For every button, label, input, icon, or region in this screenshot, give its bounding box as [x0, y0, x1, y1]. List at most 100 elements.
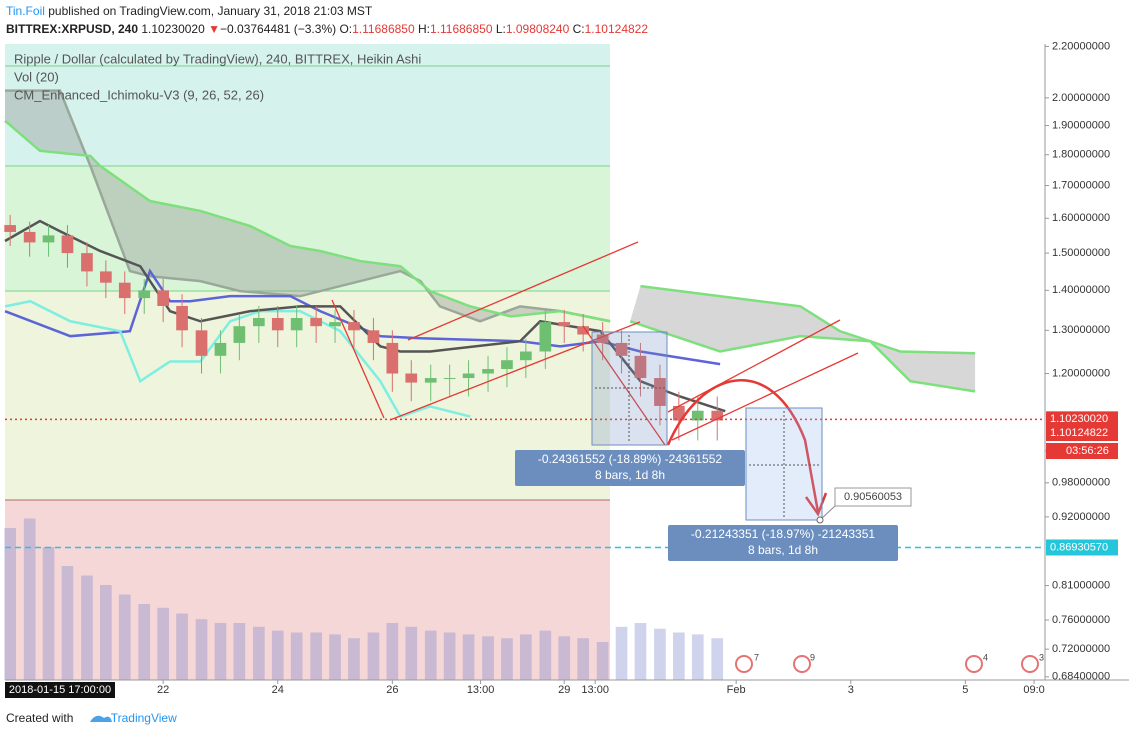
x-tick-label: 09:0: [1023, 684, 1044, 696]
volume-bar: [691, 634, 704, 680]
candle-body: [329, 322, 341, 327]
price-line-layer: [5, 418, 1045, 549]
y-tick-label: 1.30000000: [1052, 324, 1110, 336]
volume-bar: [386, 623, 399, 680]
candle-body: [23, 231, 36, 243]
volume-bar: [310, 632, 322, 680]
y-tick-label: 1.90000000: [1052, 119, 1110, 131]
volume-bar: [673, 632, 685, 680]
measure-text: -0.21243351 (-18.97%) -21243351: [691, 527, 875, 541]
price-label-box: [1046, 411, 1118, 428]
y-tick-label: 1.60000000: [1052, 212, 1110, 224]
volume-bar: [462, 634, 475, 680]
candle-body: [310, 318, 322, 327]
change: −0.03764481 (−3.3%): [220, 22, 337, 36]
last: 1.10230020: [141, 22, 205, 36]
volume-bar: [577, 638, 590, 680]
cursor-time-box: [5, 682, 115, 698]
open-label: O:: [339, 22, 353, 36]
cloud-upper: [640, 284, 976, 355]
y-tick-label: 1.70000000: [1052, 179, 1110, 191]
candle-body: [233, 326, 246, 343]
volume-bar: [424, 630, 437, 680]
y-tick-label: 0.98000000: [1052, 477, 1110, 489]
volume-bar: [558, 636, 571, 680]
candle-body: [271, 318, 284, 331]
legend-ichimoku: CM_Enhanced_Ichimoku-V3 (9, 26, 52, 26): [14, 87, 264, 102]
y-tick-label: 1.80000000: [1052, 149, 1110, 161]
volume-bar: [348, 638, 360, 680]
volume-bar: [520, 634, 532, 680]
candle-body: [118, 282, 131, 299]
x-tick-label: Feb: [727, 684, 746, 696]
zone: [5, 291, 610, 500]
volume-bar: [81, 575, 93, 680]
candle-body: [654, 378, 666, 406]
trend-drawings: [331, 241, 859, 517]
volume-bar: [539, 630, 552, 680]
y-tick-label: 0.76000000: [1052, 614, 1110, 626]
candle-body: [195, 330, 208, 356]
author[interactable]: Tin.Foil: [6, 4, 45, 18]
candle-body: [634, 355, 647, 379]
volume-bar: [329, 634, 341, 680]
volume-bar: [157, 607, 169, 680]
candle-body: [100, 271, 112, 283]
candle-body: [367, 330, 380, 343]
volume-bar: [252, 626, 265, 680]
low: 1.09808240: [505, 22, 570, 36]
candle-body: [405, 373, 418, 383]
y-tick-label: 0.81000000: [1052, 580, 1110, 592]
footer-created: Created with: [6, 711, 74, 725]
candle-body: [42, 235, 55, 243]
candle-body: [596, 334, 609, 343]
logo: [90, 715, 112, 722]
event-count[interactable]: 3: [1039, 652, 1044, 662]
measure-sub: 8 bars, 1d 8h: [748, 543, 818, 557]
event-count[interactable]: 7: [754, 652, 759, 662]
candle-body: [252, 318, 265, 327]
candle-body: [138, 290, 151, 299]
measure-text: -0.24361552 (-18.89%) -24361552: [538, 452, 722, 466]
volume-bar: [634, 623, 647, 680]
candle-body: [501, 360, 513, 370]
indicator-line: [4, 219, 726, 413]
candle-body: [424, 378, 437, 383]
event-count[interactable]: 9: [810, 652, 815, 662]
close-label: 1.10124822: [1050, 427, 1108, 439]
candle-body: [81, 253, 93, 272]
close-label: C:: [572, 22, 585, 36]
candle-body: [539, 322, 552, 352]
x-tick-label: 29: [558, 684, 570, 696]
volume-bar: [23, 518, 36, 680]
y-tick-label: 2.20000000: [1052, 40, 1110, 52]
indicator-line: [4, 299, 471, 419]
y-tick-label: 0.72000000: [1052, 643, 1110, 655]
volume-bar: [214, 623, 227, 680]
volume-bar: [176, 613, 188, 680]
volume-bar: [596, 642, 609, 680]
volume-bar: [501, 638, 513, 680]
volume-bar: [405, 626, 418, 680]
callout-text: 0.90560053: [844, 491, 902, 503]
x-tick-label: 3: [848, 684, 854, 696]
x-tick-label: 26: [386, 684, 398, 696]
y-tick-label: 1.40000000: [1052, 284, 1110, 296]
header-line-2: BITTREX:XRPUSD, 240 1.10230020 ▼−0.03764…: [6, 22, 648, 36]
footer: Created with TradingView: [6, 711, 177, 725]
event-count[interactable]: 4: [983, 652, 988, 662]
x-tick-label: 13:00: [467, 684, 495, 696]
candle-body: [482, 369, 494, 374]
x-tick-label: 5: [962, 684, 968, 696]
candle-body: [558, 322, 571, 327]
close-label-box: [1046, 425, 1118, 441]
volume-bar: [4, 528, 17, 680]
callout-dot: [816, 516, 824, 524]
candle-body: [673, 405, 685, 421]
header-line-1: Tin.Foil published on TradingView.com, J…: [6, 4, 372, 18]
footer-brand[interactable]: TradingView: [110, 711, 177, 725]
high: 1.11686850: [429, 22, 493, 36]
volume-layer: [4, 518, 724, 680]
candle-body: [691, 410, 704, 421]
